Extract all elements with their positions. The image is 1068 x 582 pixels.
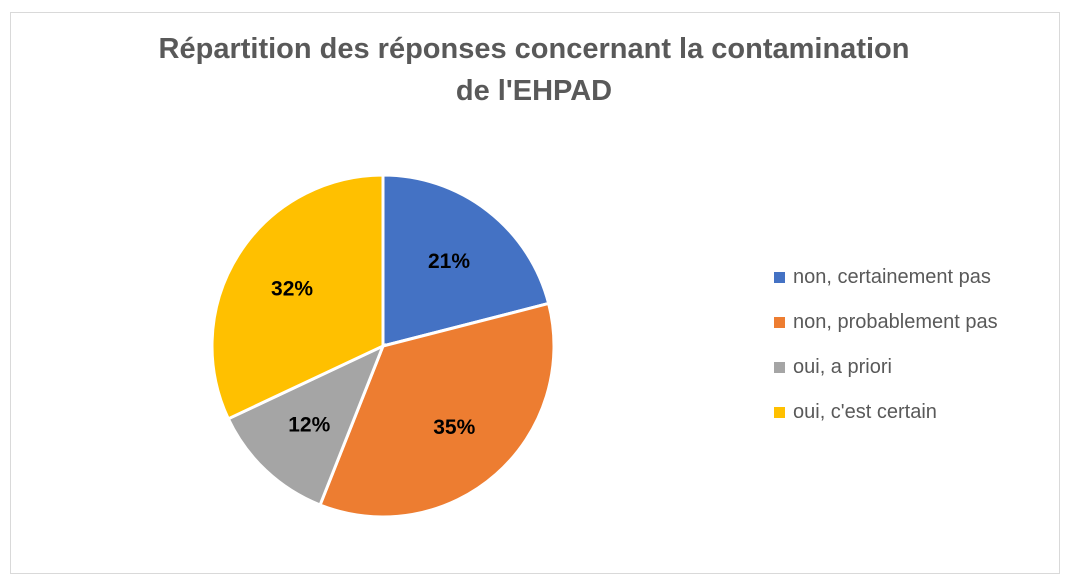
pie-slice-1 bbox=[318, 301, 556, 519]
title-line-1: Répartition des réponses concernant la c… bbox=[158, 33, 910, 65]
legend-item: oui, a priori bbox=[774, 356, 892, 379]
legend-label: oui, c'est certain bbox=[793, 401, 937, 423]
data-label-3: 32% bbox=[271, 277, 313, 300]
pie-slice-2 bbox=[226, 343, 386, 507]
legend-label: oui, a priori bbox=[793, 356, 892, 378]
legend-item: non, probablement pas bbox=[774, 311, 998, 334]
title-line-2: de l'EHPAD bbox=[455, 75, 613, 107]
legend-swatch bbox=[774, 407, 785, 418]
legend-swatch bbox=[774, 317, 785, 328]
chart-title: Répartition des réponses concernant la c… bbox=[0, 28, 1068, 112]
legend-item: non, certainement pas bbox=[774, 266, 991, 289]
legend-item: oui, c'est certain bbox=[774, 401, 937, 424]
legend-label: non, probablement pas bbox=[793, 311, 998, 333]
data-label-0: 21% bbox=[428, 250, 470, 273]
data-label-1: 35% bbox=[433, 416, 475, 439]
legend-label: non, certainement pas bbox=[793, 266, 991, 288]
data-label-2: 12% bbox=[288, 414, 330, 437]
pie-slice-0 bbox=[381, 173, 551, 348]
pie-slice-3 bbox=[210, 173, 385, 421]
legend-swatch bbox=[774, 272, 785, 283]
legend-swatch bbox=[774, 362, 785, 373]
